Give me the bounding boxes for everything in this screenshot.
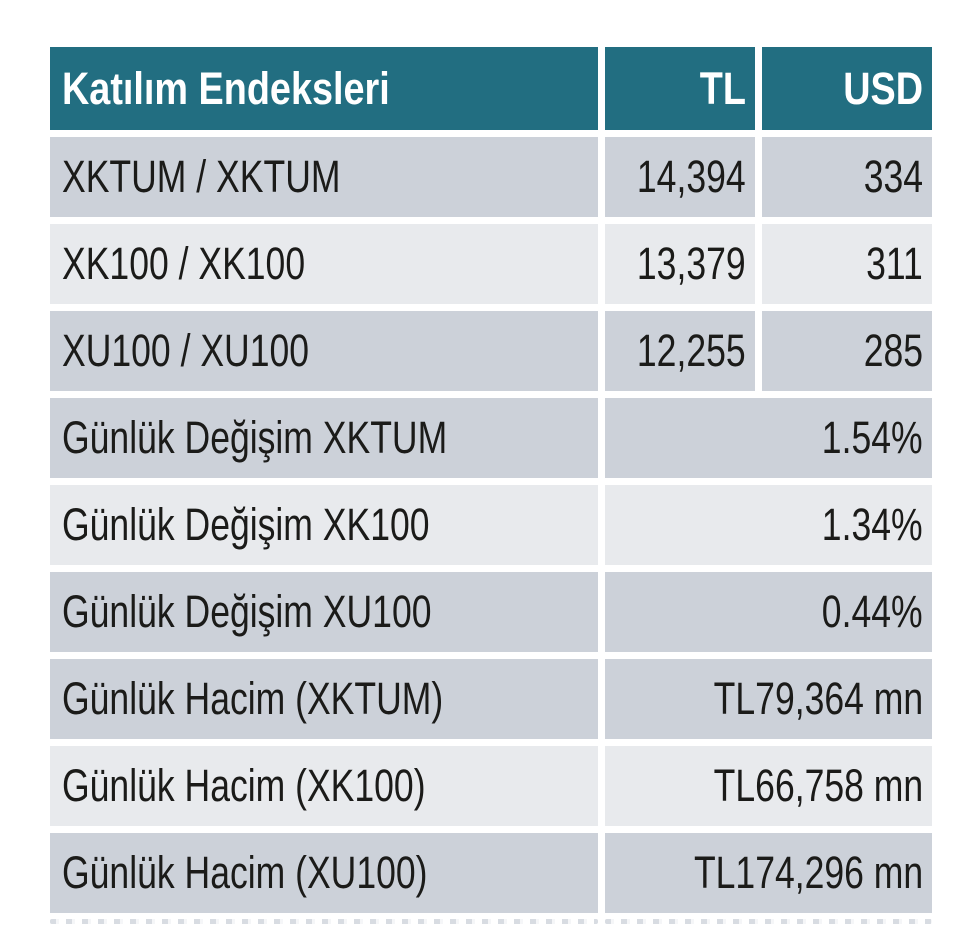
value-text: TL66,758 mn <box>713 760 923 811</box>
row-xu100-tl-value: 12,255 <box>605 311 755 391</box>
row-change-xktum-value: 1.54% <box>605 398 932 478</box>
row-xktum-tl-value: 14,394 <box>605 137 755 217</box>
participation-indices-table: Katılım Endeksleri TL USD XKTUM / XKTUM … <box>50 47 932 913</box>
row-label-change-xk100: Günlük Değişim XK100 <box>50 485 598 565</box>
row-label-text: XU100 / XU100 <box>62 325 310 376</box>
row-label-text: XKTUM / XKTUM <box>62 151 341 202</box>
value-text: TL79,364 mn <box>713 673 923 724</box>
value-text: 14,394 <box>637 151 746 202</box>
value-text: 311 <box>866 238 923 289</box>
row-label-text: Günlük Değişim XU100 <box>62 586 432 637</box>
row-volume-xk100-value: TL66,758 mn <box>605 746 932 826</box>
row-change-xu100-value: 0.44% <box>605 572 932 652</box>
row-label-volume-xu100: Günlük Hacim (XU100) <box>50 833 598 913</box>
table-title: Katılım Endeksleri <box>62 62 390 114</box>
value-text: 1.34% <box>822 499 923 550</box>
column-header-tl-label: TL <box>699 62 746 114</box>
column-header-usd-label: USD <box>843 62 923 114</box>
row-label-text: XK100 / XK100 <box>62 238 306 289</box>
torn-edge-left <box>50 919 598 924</box>
row-volume-xktum-value: TL79,364 mn <box>605 659 932 739</box>
row-label-volume-xk100: Günlük Hacim (XK100) <box>50 746 598 826</box>
value-text: TL174,296 mn <box>693 847 923 898</box>
value-text: 13,379 <box>637 238 746 289</box>
row-change-xk100-value: 1.34% <box>605 485 932 565</box>
row-label-volume-xktum: Günlük Hacim (XKTUM) <box>50 659 598 739</box>
row-volume-xu100-value: TL174,296 mn <box>605 833 932 913</box>
value-text: 1.54% <box>822 412 923 463</box>
row-xktum-usd-value: 334 <box>762 137 932 217</box>
row-label-change-xu100: Günlük Değişim XU100 <box>50 572 598 652</box>
row-label-change-xktum: Günlük Değişim XKTUM <box>50 398 598 478</box>
row-label-xu100: XU100 / XU100 <box>50 311 598 391</box>
column-header-usd: USD <box>762 47 932 130</box>
row-label-xktum: XKTUM / XKTUM <box>50 137 598 217</box>
row-xk100-usd-value: 311 <box>762 224 932 304</box>
column-header-tl: TL <box>605 47 755 130</box>
value-text: 12,255 <box>637 325 746 376</box>
torn-edge-right <box>605 919 932 924</box>
row-label-text: Günlük Hacim (XK100) <box>62 760 426 811</box>
row-xu100-usd-value: 285 <box>762 311 932 391</box>
table-title-cell: Katılım Endeksleri <box>50 47 598 130</box>
row-label-text: Günlük Hacim (XKTUM) <box>62 673 444 724</box>
value-text: 0.44% <box>822 586 923 637</box>
row-label-xk100: XK100 / XK100 <box>50 224 598 304</box>
row-label-text: Günlük Değişim XKTUM <box>62 412 448 463</box>
row-label-text: Günlük Hacim (XU100) <box>62 847 428 898</box>
row-label-text: Günlük Değişim XK100 <box>62 499 430 550</box>
value-text: 285 <box>863 325 923 376</box>
value-text: 334 <box>863 151 923 202</box>
row-xk100-tl-value: 13,379 <box>605 224 755 304</box>
